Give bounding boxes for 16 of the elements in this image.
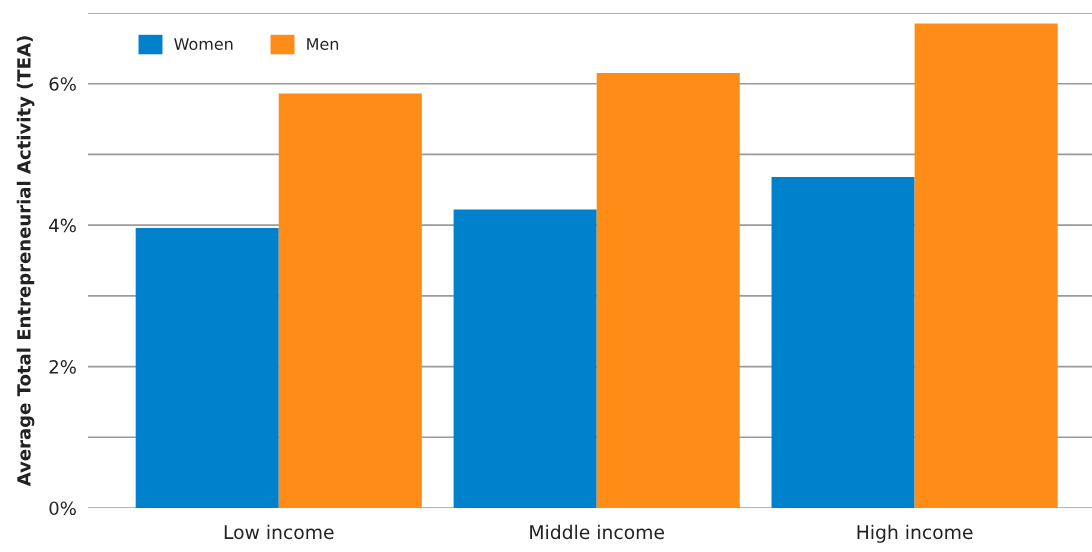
bar <box>453 209 597 508</box>
bar <box>278 93 422 508</box>
y-axis-title: Average Total Entrepreneurial Activity (TEA) <box>16 36 35 487</box>
bar <box>914 23 1058 508</box>
y-tick-label: 2% <box>49 360 76 374</box>
bar <box>771 177 915 508</box>
bar <box>135 227 279 508</box>
y-tick-label: 0% <box>49 501 76 516</box>
y-tick-label: 4% <box>49 218 76 233</box>
x-tick-label: High income <box>857 524 973 543</box>
x-tick-label: Middle income <box>530 524 664 540</box>
x-tick-label: Low income <box>224 524 334 540</box>
legend-label: Women <box>174 38 233 51</box>
legend-label: Men <box>307 38 339 51</box>
bar <box>596 73 740 508</box>
y-tick-label: 6% <box>49 77 76 91</box>
